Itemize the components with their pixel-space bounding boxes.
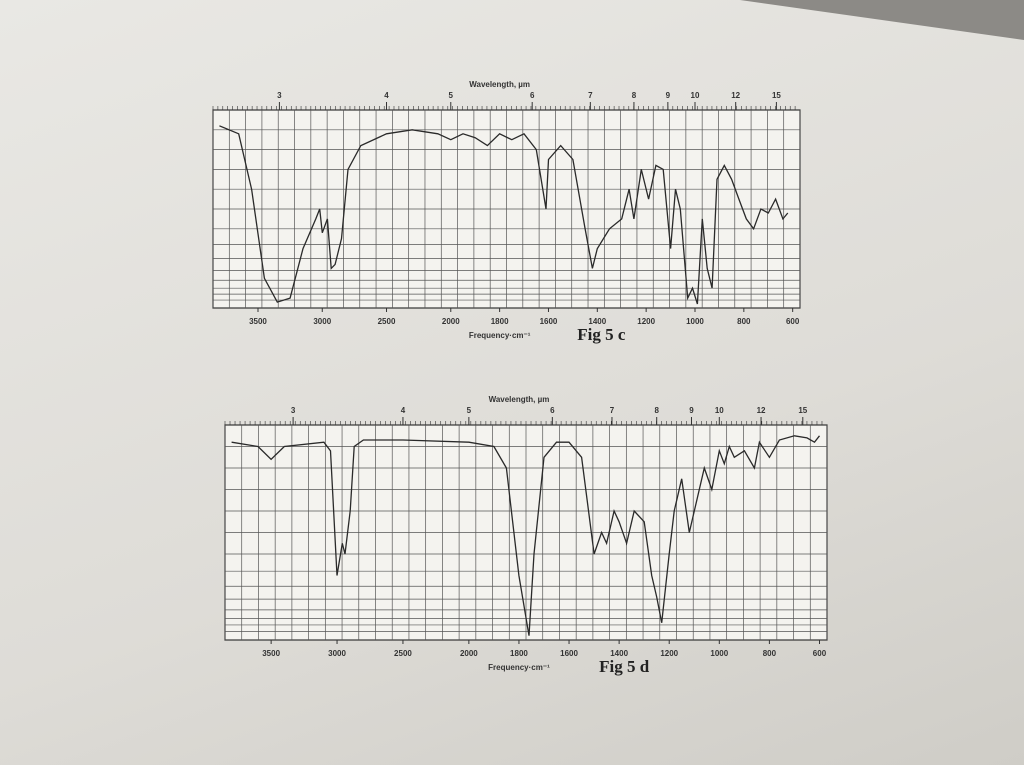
top-tick-label: 5 bbox=[467, 406, 472, 415]
top-tick-label: 15 bbox=[798, 406, 807, 415]
top-tick-label: 9 bbox=[689, 406, 694, 415]
top-tick-label: 5 bbox=[449, 91, 454, 100]
top-tick-label: 4 bbox=[401, 406, 406, 415]
top-tick-label: 4 bbox=[384, 91, 389, 100]
x-tick-label: 1800 bbox=[491, 317, 509, 326]
x-tick-label: 3500 bbox=[262, 649, 280, 658]
top-tick-label: 6 bbox=[550, 406, 555, 415]
x-axis-label: Frequency·cm⁻¹ bbox=[469, 331, 531, 340]
x-tick-label: 1800 bbox=[510, 649, 528, 658]
top-tick-label: 7 bbox=[610, 406, 615, 415]
figure-title: Fig 5 d bbox=[599, 657, 650, 676]
x-tick-label: 1200 bbox=[660, 649, 678, 658]
x-tick-label: 600 bbox=[786, 317, 800, 326]
top-tick-label: 15 bbox=[772, 91, 781, 100]
top-axis-label: Wavelength, µm bbox=[489, 395, 550, 404]
x-tick-label: 1000 bbox=[686, 317, 704, 326]
x-tick-label: 800 bbox=[763, 649, 777, 658]
x-tick-label: 2000 bbox=[460, 649, 478, 658]
x-tick-label: 1000 bbox=[710, 649, 728, 658]
x-tick-label: 3500 bbox=[249, 317, 267, 326]
x-tick-label: 3000 bbox=[328, 649, 346, 658]
page-edge bbox=[740, 0, 1024, 40]
x-tick-label: 1600 bbox=[540, 317, 558, 326]
top-tick-label: 8 bbox=[632, 91, 637, 100]
x-tick-label: 1600 bbox=[560, 649, 578, 658]
x-tick-label: 1400 bbox=[610, 649, 628, 658]
top-tick-label: 6 bbox=[530, 91, 535, 100]
top-tick-label: 7 bbox=[588, 91, 593, 100]
x-tick-label: 1200 bbox=[637, 317, 655, 326]
x-tick-label: 2500 bbox=[394, 649, 412, 658]
x-tick-label: 1400 bbox=[588, 317, 606, 326]
top-tick-label: 3 bbox=[291, 406, 296, 415]
spectrum-line bbox=[231, 435, 821, 636]
top-axis-label: Wavelength, µm bbox=[469, 80, 530, 89]
top-tick-label: 12 bbox=[757, 406, 766, 415]
top-tick-label: 9 bbox=[666, 91, 671, 100]
top-tick-label: 10 bbox=[691, 91, 700, 100]
x-tick-label: 3000 bbox=[313, 317, 331, 326]
x-tick-label: 600 bbox=[813, 649, 827, 658]
x-tick-label: 2000 bbox=[442, 317, 460, 326]
top-tick-label: 12 bbox=[731, 91, 740, 100]
x-tick-label: 2500 bbox=[378, 317, 396, 326]
figure-title: Fig 5 c bbox=[577, 325, 626, 344]
x-tick-label: 800 bbox=[737, 317, 751, 326]
top-tick-label: 3 bbox=[277, 91, 282, 100]
x-axis-label: Frequency·cm⁻¹ bbox=[488, 663, 550, 672]
spectrum-line bbox=[219, 125, 789, 305]
top-tick-label: 10 bbox=[715, 406, 724, 415]
top-tick-label: 8 bbox=[654, 406, 659, 415]
